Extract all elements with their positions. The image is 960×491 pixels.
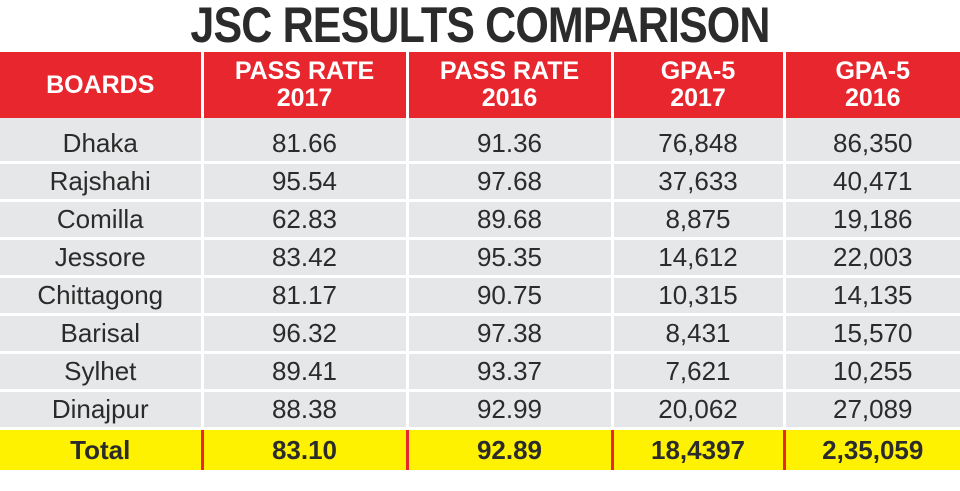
- cell-pass-2016: 92.99: [405, 389, 612, 429]
- cell-pass-2016: 91.36: [405, 126, 612, 163]
- header-pass-rate-2017: PASS RATE 2017: [200, 52, 407, 118]
- cell-pass-2017: 96.32: [200, 313, 407, 353]
- cell-board: Dinajpur: [0, 389, 202, 429]
- cell-pass-2016: 95.35: [405, 237, 612, 277]
- cell-board: Comilla: [0, 199, 202, 239]
- table-row: Dhaka 81.66 91.36 76,848 86,350: [0, 126, 960, 163]
- table-header-row: BOARDS PASS RATE 2017 PASS RATE 2016 GPA-5…: [0, 52, 960, 118]
- header-line: GPA-5: [660, 57, 736, 85]
- cell-gpa5-2017: 8,875: [610, 199, 784, 239]
- cell-pass-2016: 93.37: [405, 351, 612, 391]
- total-label: Total: [0, 427, 202, 470]
- table-row: Chittagong 81.17 90.75 10,315 14,135: [0, 275, 960, 315]
- page-title: JSC RESULTS COMPARISON: [190, 0, 770, 53]
- table-row: Rajshahi 95.54 97.68 37,633 40,471: [0, 161, 960, 201]
- cell-gpa5-2016: 40,471: [782, 161, 960, 201]
- cell-pass-2016: 89.68: [405, 199, 612, 239]
- cell-board: Rajshahi: [0, 161, 202, 201]
- header-gpa5-2016: GPA-5 2016: [782, 52, 960, 118]
- header-year: 2017: [276, 84, 333, 112]
- table-row: Jessore 83.42 95.35 14,612 22,003: [0, 237, 960, 277]
- cell-gpa5-2017: 14,612: [610, 237, 784, 277]
- cell-pass-2017: 89.41: [200, 351, 407, 391]
- table-row: Dinajpur 88.38 92.99 20,062 27,089: [0, 389, 960, 429]
- cell-pass-2017: 62.83: [200, 199, 407, 239]
- total-gpa5-2017: 18,4397: [610, 427, 784, 470]
- total-pass-2016: 92.89: [405, 427, 612, 470]
- cell-board: Barisal: [0, 313, 202, 353]
- cell-board: Chittagong: [0, 275, 202, 315]
- header-year: 2017: [670, 84, 726, 112]
- header-year: 2016: [481, 84, 538, 112]
- cell-board: Jessore: [0, 237, 202, 277]
- total-gpa5-2016: 2,35,059: [782, 427, 960, 470]
- table-row: Comilla 62.83 89.68 8,875 19,186: [0, 199, 960, 239]
- results-table: BOARDS PASS RATE 2017 PASS RATE 2016 GPA-5…: [0, 52, 960, 470]
- cell-gpa5-2016: 86,350: [782, 126, 960, 163]
- cell-pass-2016: 97.38: [405, 313, 612, 353]
- header-line: GPA-5: [835, 57, 911, 85]
- header-line: PASS RATE: [234, 57, 375, 85]
- cell-gpa5-2016: 22,003: [782, 237, 960, 277]
- header-year: 2016: [844, 84, 901, 112]
- header-line: BOARDS: [46, 70, 155, 99]
- cell-pass-2017: 83.42: [200, 237, 407, 277]
- total-pass-2017: 83.10: [200, 427, 407, 470]
- table-row: Sylhet 89.41 93.37 7,621 10,255: [0, 351, 960, 391]
- cell-gpa5-2016: 15,570: [782, 313, 960, 353]
- table-row: Barisal 96.32 97.38 8,431 15,570: [0, 313, 960, 353]
- cell-pass-2017: 95.54: [200, 161, 407, 201]
- cell-pass-2017: 88.38: [200, 389, 407, 429]
- cell-board: Sylhet: [0, 351, 202, 391]
- cell-gpa5-2017: 37,633: [610, 161, 784, 201]
- cell-board: Dhaka: [0, 126, 202, 163]
- cell-pass-2016: 90.75: [405, 275, 612, 315]
- header-boards: BOARDS: [0, 52, 202, 118]
- table-spacer: [0, 118, 960, 126]
- cell-gpa5-2017: 7,621: [610, 351, 784, 391]
- cell-gpa5-2016: 10,255: [782, 351, 960, 391]
- cell-gpa5-2017: 8,431: [610, 313, 784, 353]
- header-line: PASS RATE: [439, 57, 580, 85]
- cell-pass-2016: 97.68: [405, 161, 612, 201]
- cell-gpa5-2016: 27,089: [782, 389, 960, 429]
- cell-gpa5-2016: 14,135: [782, 275, 960, 315]
- header-gpa5-2017: GPA-5 2017: [610, 52, 784, 118]
- cell-pass-2017: 81.66: [200, 126, 407, 163]
- cell-gpa5-2017: 20,062: [610, 389, 784, 429]
- cell-gpa5-2017: 76,848: [610, 126, 784, 163]
- table-total-row: Total 83.10 92.89 18,4397 2,35,059: [0, 427, 960, 470]
- cell-gpa5-2017: 10,315: [610, 275, 784, 315]
- header-pass-rate-2016: PASS RATE 2016: [405, 52, 612, 118]
- cell-pass-2017: 81.17: [200, 275, 407, 315]
- cell-gpa5-2016: 19,186: [782, 199, 960, 239]
